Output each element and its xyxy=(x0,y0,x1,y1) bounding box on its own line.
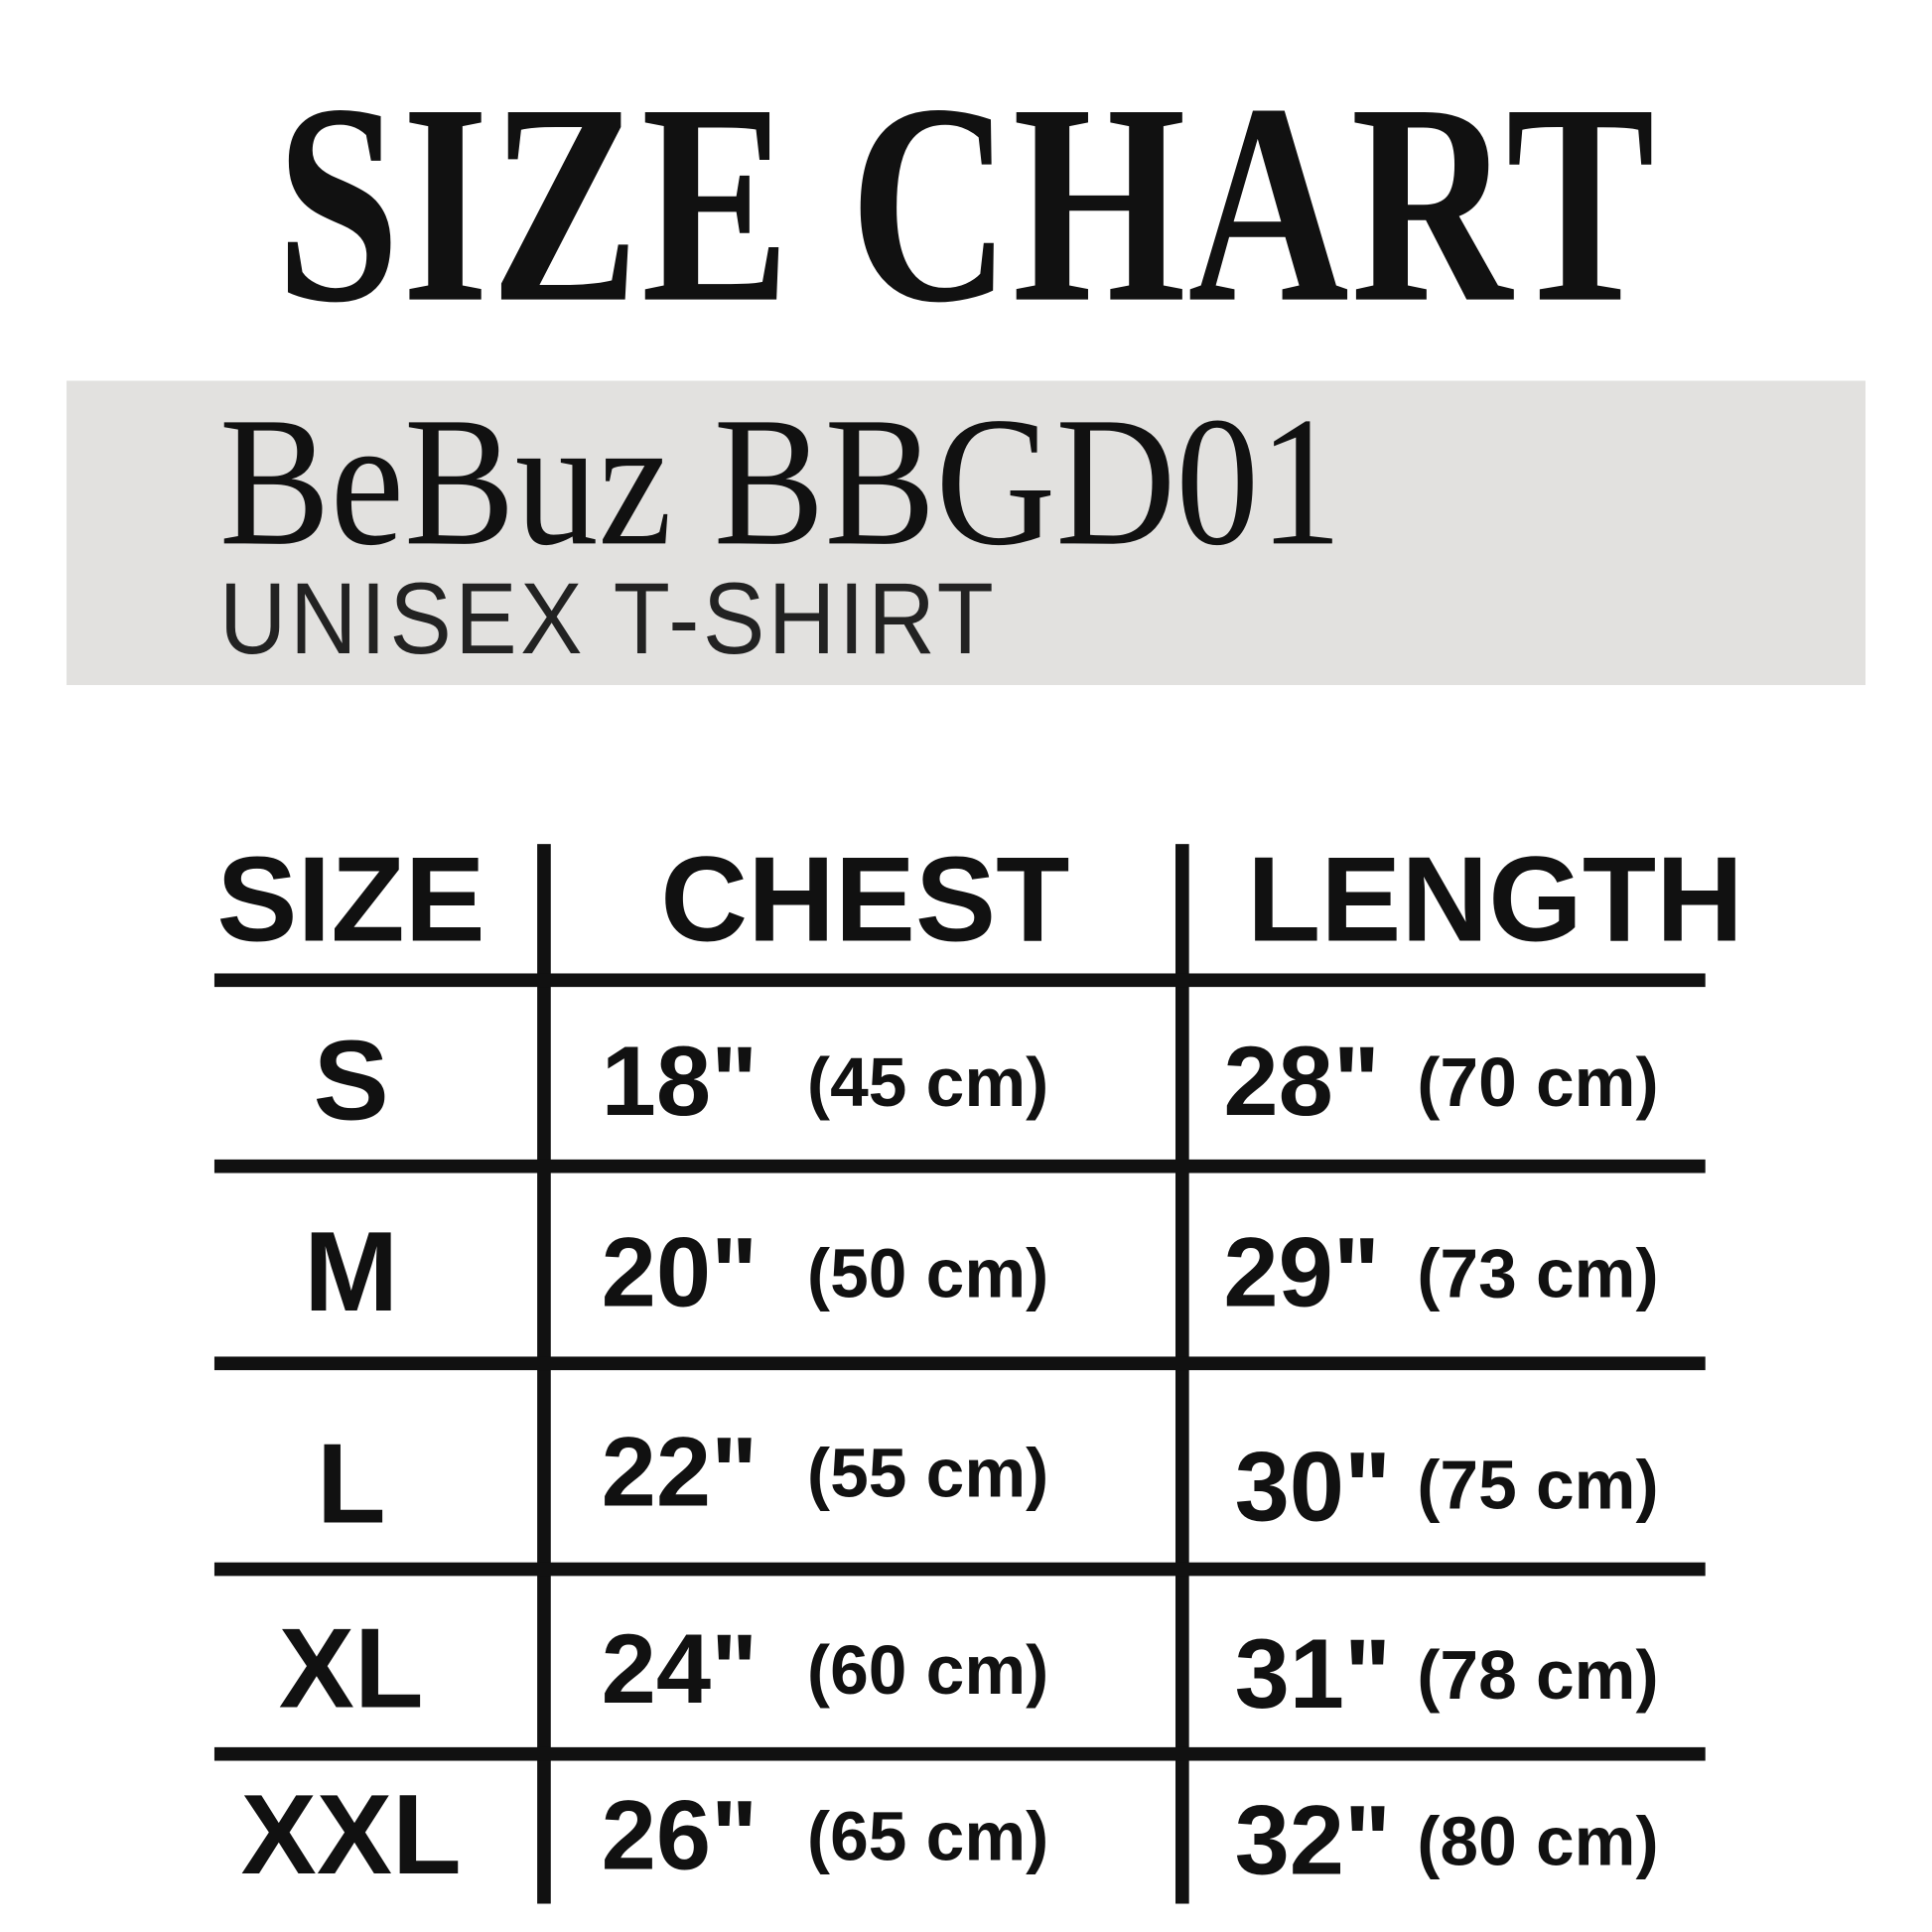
length-cm: (70 cm) xyxy=(1417,1042,1659,1121)
product-band xyxy=(67,380,1866,686)
size-cell: L xyxy=(316,1421,386,1548)
length-cm: (75 cm) xyxy=(1417,1446,1659,1524)
row-divider xyxy=(213,973,1706,988)
length-cm: (78 cm) xyxy=(1417,1635,1659,1714)
header-chest: CHEST xyxy=(660,831,1070,967)
product-model: BeBuz BBGD01 xyxy=(218,379,1342,585)
chest-cm: (65 cm) xyxy=(806,1797,1049,1875)
row-divider xyxy=(213,1746,1706,1761)
chest-inches: 18" xyxy=(601,1026,759,1137)
column-divider xyxy=(1175,844,1189,1904)
chest-cm: (60 cm) xyxy=(806,1630,1049,1709)
size-cell: XL xyxy=(278,1605,424,1732)
chest-inches: 24" xyxy=(601,1613,759,1725)
row-divider xyxy=(213,1356,1706,1371)
chest-cm: (50 cm) xyxy=(806,1233,1049,1312)
length-inches: 29" xyxy=(1223,1217,1380,1327)
page-title: SIZE CHART xyxy=(0,45,1932,362)
title-text: SIZE CHART xyxy=(275,45,1657,362)
size-cell: S xyxy=(313,1018,389,1145)
length-inches: 31" xyxy=(1234,1618,1392,1729)
product-type: UNISEX T-SHIRT xyxy=(218,563,998,676)
length-inches: 32" xyxy=(1234,1785,1392,1895)
length-cm: (73 cm) xyxy=(1417,1233,1659,1312)
row-divider xyxy=(213,1159,1706,1173)
length-inches: 30" xyxy=(1234,1432,1392,1542)
chest-cm: (55 cm) xyxy=(806,1434,1049,1512)
header-length: LENGTH xyxy=(1246,831,1744,967)
length-inches: 28" xyxy=(1223,1026,1380,1137)
chest-inches: 22" xyxy=(601,1417,759,1527)
row-divider xyxy=(213,1562,1706,1577)
size-cell: M xyxy=(304,1209,399,1335)
size-cell: XXL xyxy=(240,1772,462,1898)
chest-inches: 20" xyxy=(601,1217,759,1327)
chest-cm: (45 cm) xyxy=(806,1042,1049,1121)
header-size: SIZE xyxy=(216,831,485,967)
chest-inches: 26" xyxy=(601,1780,759,1890)
length-cm: (80 cm) xyxy=(1417,1802,1659,1880)
column-divider xyxy=(537,844,551,1904)
